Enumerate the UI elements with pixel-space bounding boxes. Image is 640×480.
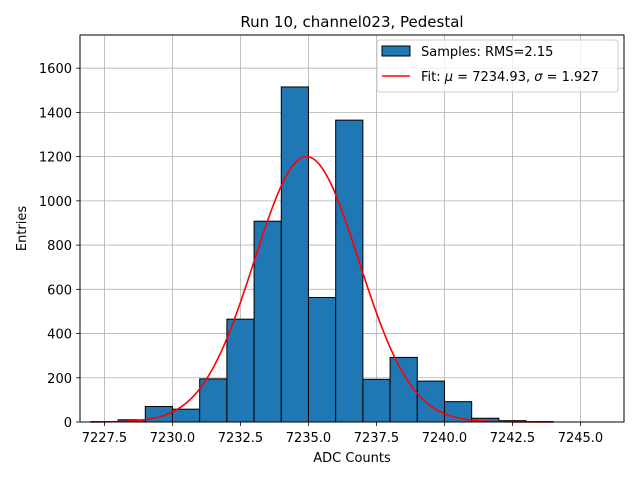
chart-title: Run 10, channel023, Pedestal	[240, 13, 463, 31]
histogram-bar	[226, 318, 255, 423]
y-tick-label: 0	[64, 416, 72, 431]
y-axis-label: Entries	[15, 206, 30, 252]
histogram-bar	[307, 296, 337, 423]
legend-fit-prefix: Fit:	[421, 70, 445, 85]
histogram-bar	[199, 378, 228, 423]
fit-curve	[90, 155, 554, 423]
y-tick-label: 1200	[39, 151, 72, 166]
y-tick-label: 400	[47, 328, 72, 343]
histogram-bar	[171, 408, 201, 423]
legend-fit-sigma-value: = 1.927	[542, 70, 598, 85]
y-tick-label: 1000	[39, 195, 72, 210]
x-tick-label: 7242.5	[490, 431, 536, 446]
x-tick-label: 7230.0	[150, 431, 196, 446]
legend-fit-mu-value: = 7234.93,	[453, 70, 534, 85]
histogram-bar	[362, 378, 391, 423]
histogram-bars	[90, 86, 554, 423]
legend-fit-mu-symbol: μ	[444, 70, 453, 85]
x-axis-label: ADC Counts	[313, 451, 391, 466]
plot-frame	[79, 34, 625, 423]
legend: Samples: RMS=2.15 Fit: μ = 7234.93, σ = …	[376, 39, 619, 93]
x-tick-label: 7227.5	[82, 431, 128, 446]
histogram-bar	[335, 119, 364, 423]
x-tick-label: 7240.0	[422, 431, 468, 446]
y-tick-label: 600	[47, 283, 72, 298]
histogram-bar	[416, 380, 445, 423]
x-tick-label: 7232.5	[218, 431, 264, 446]
histogram-bar	[253, 220, 282, 423]
x-axis-ticks: 7227.5 7230.0 7232.5 7235.0 7237.5 7240.0 7242…	[82, 422, 604, 446]
y-tick-label: 1600	[39, 62, 72, 77]
x-tick-label: 7237.5	[354, 431, 400, 446]
legend-swatch-samples	[381, 45, 411, 57]
legend-box	[376, 39, 619, 93]
y-tick-label: 1400	[39, 106, 72, 121]
legend-label-samples: Samples: RMS=2.15	[421, 45, 553, 60]
legend-fit-sigma-symbol: σ	[534, 70, 543, 85]
x-tick-label: 7235.0	[286, 431, 332, 446]
y-tick-label: 800	[47, 239, 72, 254]
legend-label-fit: Fit: μ = 7234.93, σ = 1.927	[421, 70, 599, 85]
x-tick-label: 7245.0	[558, 431, 604, 446]
y-tick-label: 200	[47, 372, 72, 387]
y-axis-ticks: 0 200 400 600 800 1000 1200 1400 1600	[39, 62, 80, 431]
histogram-bar	[280, 86, 309, 423]
